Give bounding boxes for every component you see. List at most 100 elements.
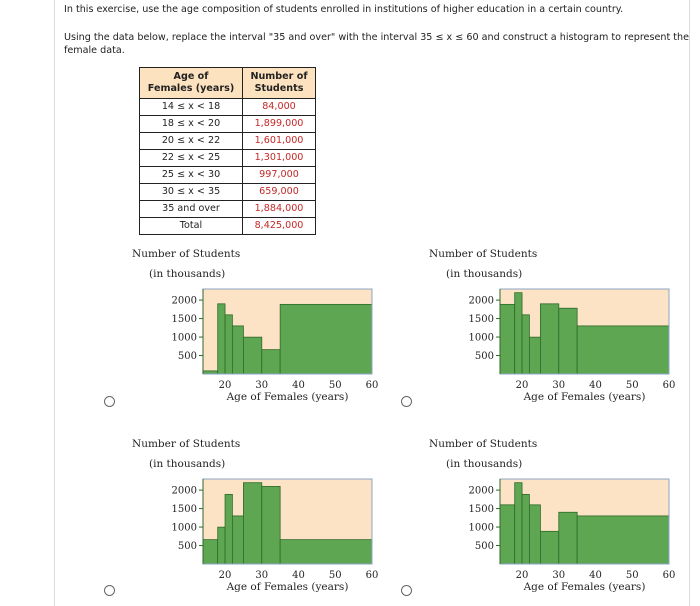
table-row: 20 ≤ x < 22 1,601,000 bbox=[139, 132, 316, 150]
chart-b-title: Number of Students bbox=[429, 248, 538, 260]
students-cell: 1,884,000 bbox=[242, 200, 316, 218]
x-tick-label: 30 bbox=[552, 570, 565, 581]
chart-d-subtitle: (in thousands) bbox=[446, 458, 523, 470]
histogram-bar bbox=[202, 539, 219, 565]
radio-option-d[interactable] bbox=[401, 585, 412, 596]
histogram-bar bbox=[279, 539, 373, 565]
histogram-bar bbox=[224, 493, 233, 565]
chart-b-subtitle: (in thousands) bbox=[446, 268, 523, 280]
chart-c-subtitle: (in thousands) bbox=[149, 458, 226, 470]
y-tick-label: 1500 bbox=[172, 504, 197, 515]
header-students: Number of Students bbox=[242, 67, 316, 99]
histogram-bar bbox=[499, 303, 516, 375]
x-tick-label: 40 bbox=[589, 380, 602, 391]
histogram-bar bbox=[231, 325, 244, 375]
x-axis-label: Age of Females (years) bbox=[523, 581, 646, 593]
students-cell: 1,899,000 bbox=[242, 115, 316, 133]
age-cell: 20 ≤ x < 22 bbox=[139, 132, 243, 150]
students-cell: 8,425,000 bbox=[242, 217, 316, 235]
y-tick-label: 1000 bbox=[172, 333, 197, 344]
y-tick-label: 1000 bbox=[469, 333, 494, 344]
chart-c-title: Number of Students bbox=[132, 438, 241, 450]
x-tick-label: 50 bbox=[329, 570, 342, 581]
histogram-bar bbox=[217, 303, 226, 375]
histogram-bar bbox=[521, 493, 530, 565]
x-tick-label: 40 bbox=[589, 570, 602, 581]
radio-option-a[interactable] bbox=[104, 396, 115, 407]
x-axis-label: Age of Females (years) bbox=[226, 391, 349, 403]
age-cell: 22 ≤ x < 25 bbox=[139, 149, 243, 167]
histogram-bar bbox=[279, 303, 373, 375]
x-tick-label: 50 bbox=[329, 380, 342, 391]
y-tick-label: 1500 bbox=[172, 314, 197, 325]
histogram-option-a: 2000 1500 1000 500 20 30 40 50 60 Age of Females … bbox=[172, 288, 379, 403]
y-tick-label: 2000 bbox=[172, 486, 197, 497]
data-table: Age of Females (years) Number of Students … bbox=[139, 67, 316, 235]
x-tick-label: 20 bbox=[516, 380, 529, 391]
x-tick-label: 30 bbox=[255, 380, 268, 391]
y-tick-label: 1000 bbox=[469, 523, 494, 534]
histogram-option-d: 2000 1500 1000 500 20 30 40 50 60 Age of Females … bbox=[469, 478, 676, 593]
table-row: 30 ≤ x < 35 659,000 bbox=[139, 183, 316, 201]
histogram-bar bbox=[528, 504, 541, 565]
histogram-option-b: 2000 1500 1000 500 20 30 40 50 60 Age of Females … bbox=[469, 288, 676, 403]
table-row-total: Total 8,425,000 bbox=[139, 217, 316, 235]
x-tick-label: 40 bbox=[292, 570, 305, 581]
histogram-bar bbox=[540, 303, 560, 375]
y-tick-label: 1000 bbox=[172, 523, 197, 534]
age-cell: 35 and over bbox=[139, 200, 243, 218]
histogram-bar bbox=[224, 314, 233, 375]
x-tick-label: 60 bbox=[366, 380, 379, 391]
histogram-bar bbox=[558, 511, 578, 565]
students-cell: 997,000 bbox=[242, 166, 316, 184]
histogram-bar bbox=[261, 485, 281, 565]
histogram-bar bbox=[576, 515, 670, 565]
table-header-row: Age of Females (years) Number of Students bbox=[139, 67, 316, 99]
radio-option-b[interactable] bbox=[401, 396, 412, 407]
radio-option-c[interactable] bbox=[104, 585, 115, 596]
age-cell: 30 ≤ x < 35 bbox=[139, 183, 243, 201]
x-tick-label: 20 bbox=[516, 570, 529, 581]
x-tick-label: 60 bbox=[663, 570, 676, 581]
histogram-option-c: 2000 1500 1000 500 20 30 40 50 60 Age of Females … bbox=[172, 478, 378, 593]
chart-d-title: Number of Students bbox=[429, 438, 538, 450]
age-cell: 18 ≤ x < 20 bbox=[139, 115, 243, 133]
instruction-text: Using the data below, replace the interv… bbox=[64, 32, 689, 43]
y-tick-label: 2000 bbox=[469, 486, 494, 497]
x-tick-label: 50 bbox=[626, 380, 639, 391]
x-tick-label: 30 bbox=[552, 380, 565, 391]
x-tick-label: 60 bbox=[663, 380, 676, 391]
histogram-bar bbox=[243, 482, 263, 565]
y-tick-label: 2000 bbox=[172, 296, 197, 307]
chart-a-title: Number of Students bbox=[132, 248, 241, 260]
y-tick-label: 1500 bbox=[469, 504, 494, 515]
table-row: 22 ≤ x < 25 1,301,000 bbox=[139, 149, 316, 167]
histogram-bar bbox=[499, 504, 516, 565]
content-panel bbox=[54, 0, 690, 606]
histogram-bar bbox=[217, 526, 226, 565]
y-tick-label: 1500 bbox=[469, 314, 494, 325]
histogram-bar bbox=[243, 336, 263, 375]
chart-a-subtitle: (in thousands) bbox=[149, 268, 226, 280]
histogram-bar bbox=[514, 292, 523, 375]
y-tick-label: 2000 bbox=[469, 296, 494, 307]
age-cell: 14 ≤ x < 18 bbox=[139, 98, 243, 116]
x-tick-label: 40 bbox=[292, 380, 305, 391]
x-tick-label: 30 bbox=[255, 570, 268, 581]
age-cell: Total bbox=[139, 217, 243, 235]
histogram-bar bbox=[261, 349, 281, 375]
histogram-bar bbox=[576, 325, 670, 375]
y-tick-label: 500 bbox=[178, 351, 197, 362]
y-tick-label: 500 bbox=[475, 541, 494, 552]
header-age: Age of Females (years) bbox=[139, 67, 243, 99]
histogram-bar bbox=[558, 307, 578, 375]
table-row: 35 and over 1,884,000 bbox=[139, 200, 316, 218]
students-cell: 1,301,000 bbox=[242, 149, 316, 167]
students-cell: 1,601,000 bbox=[242, 132, 316, 150]
table-row: 14 ≤ x < 18 84,000 bbox=[139, 98, 316, 116]
x-tick-label: 50 bbox=[626, 570, 639, 581]
histogram-bar bbox=[540, 530, 560, 565]
histogram-bar bbox=[521, 314, 530, 375]
x-axis-label: Age of Females (years) bbox=[226, 581, 349, 593]
histogram-bar bbox=[231, 515, 244, 565]
